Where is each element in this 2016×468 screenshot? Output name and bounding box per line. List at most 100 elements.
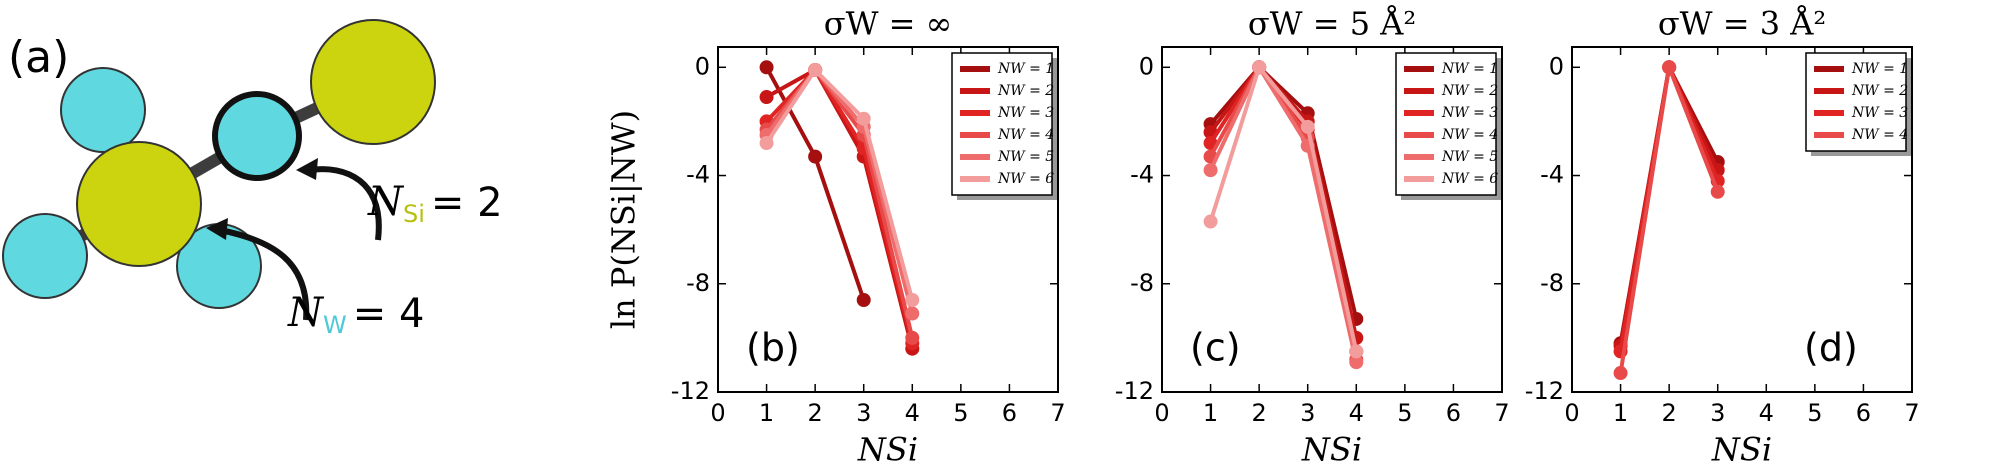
legend-label: NW = 1 [1851, 61, 1908, 77]
point [1203, 214, 1218, 229]
y-tick-label: -4 [686, 161, 710, 189]
y-tick-label: -12 [1525, 377, 1564, 405]
arrow-head [206, 218, 228, 240]
subscript: W [323, 311, 347, 339]
y-axis-label: ln P(NSi|NW) [605, 110, 643, 329]
chart: σW = 3 Å² NSi 0 1 2 3 4 5 6 7 -12 -8 -4 0 (d) NW = 1 NW … [1525, 5, 1920, 468]
x-tick-label: 7 [1050, 399, 1065, 427]
arrow [309, 166, 382, 241]
point [856, 111, 871, 126]
x-tick-label: 1 [1613, 399, 1628, 427]
series-line [1208, 63, 1359, 352]
x-tick-label: 3 [856, 399, 871, 427]
equation: = 2 [431, 180, 503, 226]
y-tick-label: 0 [695, 52, 710, 80]
point [905, 330, 920, 345]
water-atom [60, 67, 146, 153]
silicon-atom [76, 141, 202, 267]
y-tick-label: -4 [1540, 161, 1564, 189]
chart: σW = ∞ NSi ln P(NSi|NW) 0 1 2 3 4 5 6 7 -12 -8 -4 0 (b)… [605, 5, 1066, 468]
x-tick-label: 5 [1807, 399, 1822, 427]
symbol: N [287, 290, 325, 336]
legend-label: NW = 4 [997, 127, 1054, 143]
legend [1395, 52, 1497, 196]
y-tick-label: -12 [671, 377, 710, 405]
chart: σW = 5 Å² NSi 0 1 2 3 4 5 6 7 -12 -8 -4 0 (c) NW = 1 NW … [1115, 5, 1510, 468]
y-tick-label: -8 [1540, 269, 1564, 297]
point [1710, 184, 1725, 199]
series-line [764, 66, 915, 301]
point [856, 293, 871, 307]
point [1252, 60, 1267, 75]
x-axis-label: NSi [1711, 431, 1772, 468]
arrow-head [296, 158, 318, 180]
x-tick-label: 1 [759, 399, 774, 427]
point [1613, 366, 1628, 381]
x-tick-label: 4 [1349, 399, 1364, 427]
point [905, 306, 920, 321]
x-tick-label: 0 [1564, 399, 1579, 427]
legend-label: NW = 3 [997, 105, 1054, 121]
subscript: Si [403, 200, 425, 228]
x-axis-label: NSi [857, 431, 918, 468]
x-tick-label: 3 [1300, 399, 1315, 427]
point [1349, 355, 1364, 370]
legend [951, 52, 1053, 196]
panel-label: (c) [1190, 326, 1241, 370]
point [905, 293, 920, 307]
point [1349, 344, 1364, 359]
point [759, 136, 774, 151]
x-tick-label: 4 [1759, 399, 1774, 427]
x-axis-label: NSi [1301, 431, 1362, 468]
point [1203, 163, 1218, 178]
y-tick-label: 0 [1549, 52, 1564, 80]
legend-label: NW = 4 [1441, 127, 1498, 143]
x-tick-label: 6 [1856, 399, 1871, 427]
series-line [765, 66, 915, 344]
series-line [1209, 64, 1359, 320]
legend-label: NW = 3 [1851, 105, 1908, 121]
y-tick-label: -8 [686, 269, 710, 297]
x-tick-label: 6 [1002, 399, 1017, 427]
x-tick-label: 4 [905, 399, 920, 427]
x-tick-label: 5 [953, 399, 968, 427]
panel-label: (a) [8, 32, 69, 83]
series-line [1208, 63, 1359, 363]
x-tick-label: 2 [808, 399, 823, 427]
x-tick-label: 2 [1252, 399, 1267, 427]
x-tick-label: 0 [1154, 399, 1169, 427]
point [808, 149, 823, 164]
legend-label: NW = 2 [997, 83, 1054, 99]
legend-label: NW = 6 [997, 171, 1054, 187]
water-atom [212, 91, 302, 181]
legend-label: NW = 3 [1441, 105, 1498, 121]
arrow [219, 227, 310, 321]
legend-label: NW = 5 [1441, 149, 1498, 165]
legend-label: NW = 5 [997, 149, 1054, 165]
x-tick-label: 2 [1662, 399, 1677, 427]
x-tick-label: 6 [1446, 399, 1461, 427]
y-tick-label: -8 [1130, 269, 1154, 297]
water-atom [2, 213, 88, 299]
x-tick-label: 5 [1397, 399, 1412, 427]
legend-label: NW = 1 [1441, 61, 1498, 77]
silicon-atom [310, 19, 436, 145]
x-tick-label: 7 [1904, 399, 1919, 427]
panel-label: (b) [746, 326, 800, 370]
point [808, 63, 823, 77]
x-tick-label: 3 [1710, 399, 1725, 427]
y-tick-label: -4 [1130, 161, 1154, 189]
point [1300, 119, 1315, 134]
symbol: N [367, 179, 405, 225]
panel-label: (d) [1804, 326, 1858, 370]
chart-title: σW = 3 Å² [1658, 5, 1826, 43]
series-line [764, 66, 915, 315]
x-tick-label: 7 [1494, 399, 1509, 427]
y-tick-label: 0 [1139, 52, 1154, 80]
diagram: (a) NSi = 2 NW = 4 [2, 19, 503, 339]
legend-label: NW = 4 [1851, 127, 1908, 143]
y-tick-label: -12 [1115, 377, 1154, 405]
equation: = 4 [353, 291, 425, 337]
chart-title: σW = 5 Å² [1248, 5, 1416, 43]
x-tick-label: 1 [1203, 399, 1218, 427]
